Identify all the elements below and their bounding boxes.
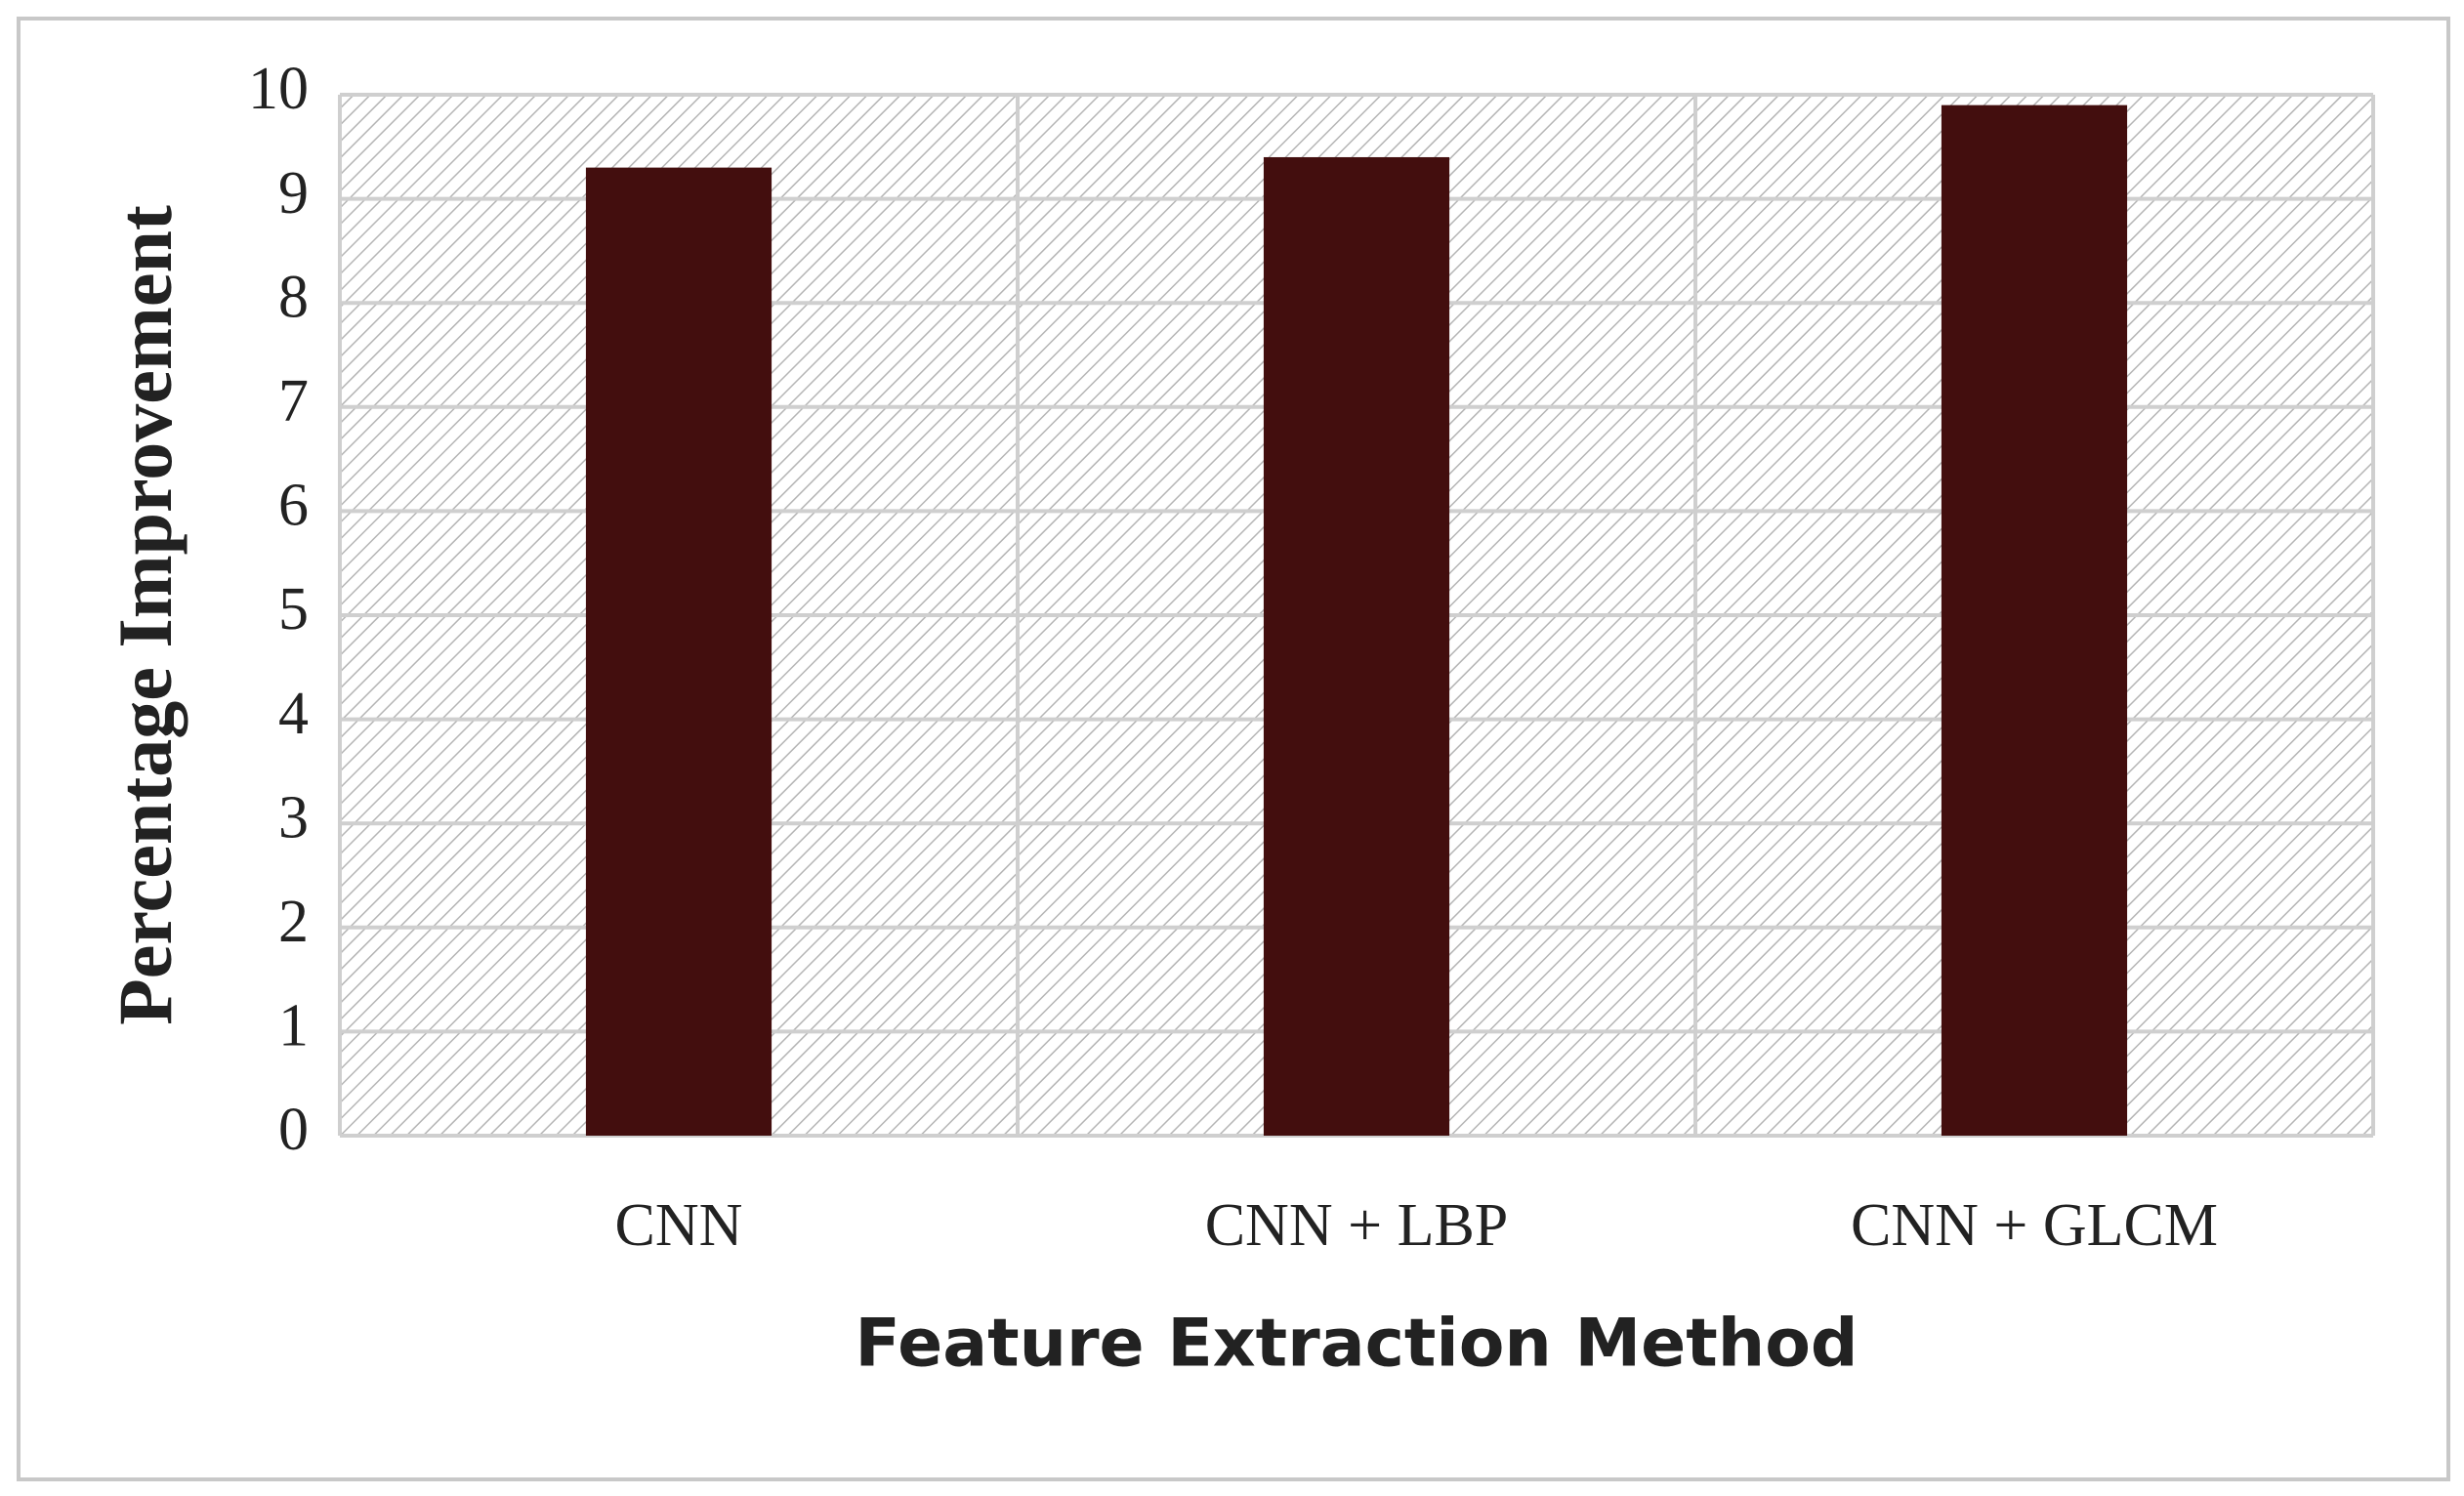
bar [585, 167, 773, 1136]
y-tick-label: 2 [278, 889, 309, 955]
y-tick-label: 8 [278, 264, 309, 330]
y-tick-label: 3 [278, 784, 309, 851]
y-tick-label: 4 [278, 681, 309, 747]
x-tick-label: CNN + GLCM [1851, 1192, 2218, 1259]
y-tick-label: 10 [248, 56, 309, 122]
y-tick-label: 6 [278, 473, 309, 539]
y-tick-label: 0 [278, 1097, 309, 1163]
y-tick-label: 7 [278, 368, 309, 435]
y-tick-label: 9 [278, 160, 309, 227]
x-tick-label: CNN [615, 1192, 743, 1259]
y-tick-label: 1 [278, 993, 309, 1060]
x-tick-label: CNN + LBP [1205, 1192, 1509, 1259]
y-tick-label: 5 [278, 576, 309, 643]
bar [1263, 156, 1450, 1136]
x-axis-title: Feature Extraction Method [855, 1306, 1858, 1383]
y-axis-title: Percentage Improvement [103, 205, 188, 1025]
bar [1941, 104, 2128, 1136]
